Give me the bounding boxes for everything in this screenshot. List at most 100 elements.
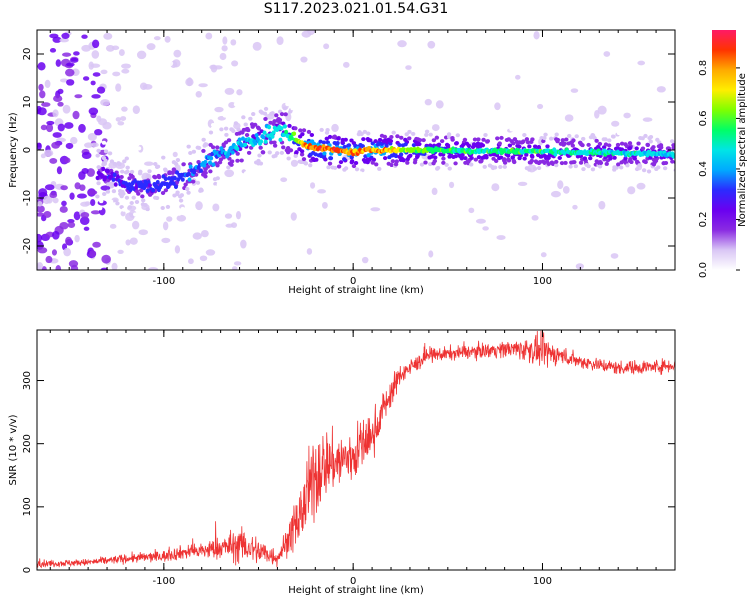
heatmap-cell (543, 132, 548, 137)
heatmap-cell (202, 163, 207, 168)
heatmap-cell (582, 156, 588, 161)
heatmap-cell (45, 123, 54, 133)
heatmap-cell (562, 186, 570, 194)
heatmap-cell (429, 154, 434, 159)
heatmap-cell (70, 57, 79, 63)
heatmap-cell (408, 153, 413, 158)
heatmap-cell (198, 168, 203, 173)
heatmap-cell (384, 143, 389, 148)
heatmap-cell (395, 134, 400, 139)
heatmap-cell (267, 150, 272, 155)
heatmap-cell (191, 197, 197, 202)
heatmap-cell (346, 143, 352, 148)
heatmap-cell (389, 163, 394, 168)
heatmap-y-tick-label: -20 (22, 238, 33, 254)
heatmap-cell (431, 138, 437, 143)
heatmap-cell (124, 156, 129, 161)
heatmap-cell (136, 146, 142, 151)
heatmap-cell (173, 49, 182, 58)
heatmap-cell (631, 172, 636, 177)
heatmap-cell (454, 141, 459, 146)
heatmap-cell (203, 174, 208, 179)
heatmap-cell (658, 143, 664, 148)
heatmap-cell (300, 56, 308, 63)
heatmap-cell (262, 111, 268, 116)
heatmap-cell (144, 137, 149, 142)
heatmap-cell (567, 133, 572, 138)
heatmap-cell (97, 206, 103, 211)
heatmap-cell (226, 138, 232, 143)
heatmap-cell (463, 171, 468, 176)
heatmap-cell (564, 114, 574, 122)
heatmap-cell (641, 168, 647, 173)
heatmap-cell (663, 161, 669, 166)
heatmap-cell (109, 199, 114, 204)
heatmap-cell (179, 210, 185, 215)
heatmap-cell (67, 221, 76, 229)
heatmap-cell (546, 128, 552, 133)
heatmap-cell (470, 173, 475, 178)
heatmap-cell (418, 123, 423, 128)
heatmap-cell (271, 130, 276, 135)
heatmap-cell (450, 136, 455, 141)
heatmap-cell (285, 145, 291, 150)
heatmap-cell (92, 39, 100, 49)
heatmap-cell (276, 36, 284, 45)
heatmap-cell (349, 155, 354, 160)
heatmap-cell (610, 253, 619, 259)
heatmap-cell (666, 146, 672, 151)
heatmap-cell (525, 140, 531, 145)
heatmap-cell (463, 156, 468, 161)
heatmap-cell (63, 247, 71, 257)
heatmap-cell (541, 139, 546, 144)
heatmap-cell (70, 136, 78, 145)
heatmap-cell (441, 160, 446, 165)
heatmap-cell (506, 157, 511, 162)
heatmap-cell (170, 170, 175, 175)
heatmap-cell (100, 185, 111, 191)
heatmap-cell (288, 148, 294, 153)
heatmap-cell (328, 156, 334, 161)
heatmap-cell (112, 71, 121, 77)
heatmap-cell (460, 142, 466, 147)
heatmap-cell (73, 211, 81, 221)
heatmap-cell (640, 146, 646, 151)
heatmap-cell (178, 198, 184, 203)
heatmap-cell (318, 139, 323, 144)
heatmap-cell (588, 156, 593, 161)
heatmap-cell (44, 184, 55, 191)
heatmap-cell (494, 102, 501, 111)
heatmap-cell (152, 175, 158, 180)
heatmap-cell (349, 159, 355, 164)
heatmap-cell (53, 95, 63, 102)
snr-x-tick-label: 100 (533, 576, 552, 587)
heatmap-cell (322, 151, 327, 156)
heatmap-cell (118, 49, 125, 56)
heatmap-cell (140, 194, 145, 199)
heatmap-cell (343, 166, 349, 171)
heatmap-cell (198, 83, 208, 88)
heatmap-cell (221, 121, 226, 126)
heatmap-cell (589, 41, 596, 46)
heatmap-cell (45, 231, 55, 238)
heatmap-cell (162, 151, 167, 156)
heatmap-cell (246, 150, 252, 155)
heatmap-cell (154, 210, 159, 215)
heatmap-cell (203, 159, 208, 165)
heatmap-cell (222, 36, 228, 45)
heatmap-cell (583, 173, 589, 178)
heatmap-cell (132, 133, 137, 138)
heatmap-cell (475, 141, 481, 146)
heatmap-cell (391, 130, 396, 135)
heatmap-cell (183, 182, 188, 187)
heatmap-cell (309, 182, 316, 189)
heatmap-cell (390, 159, 396, 164)
heatmap-cell (287, 123, 292, 128)
heatmap-cell (359, 131, 364, 136)
heatmap-cell (640, 136, 645, 141)
heatmap-cell (49, 192, 58, 199)
heatmap-cell (188, 258, 194, 265)
heatmap-cell (610, 134, 616, 139)
heatmap-cell (100, 174, 105, 179)
heatmap-cell (80, 201, 90, 207)
